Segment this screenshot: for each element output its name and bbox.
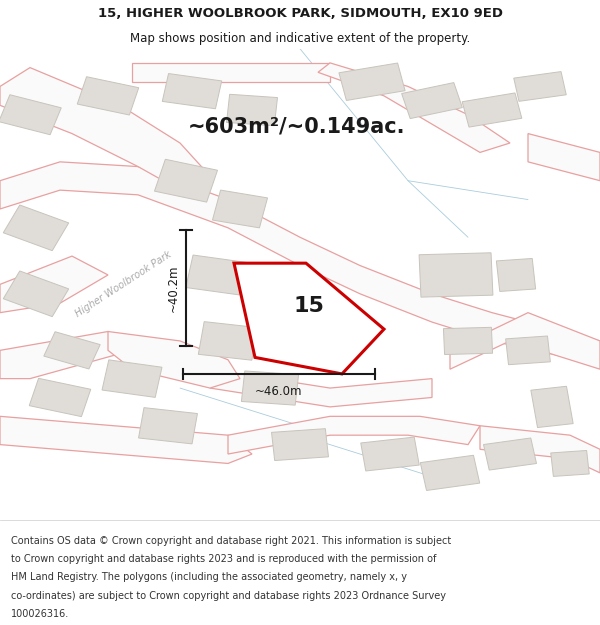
Polygon shape: [531, 386, 573, 428]
Polygon shape: [551, 451, 589, 476]
Polygon shape: [514, 72, 566, 101]
Polygon shape: [212, 190, 268, 228]
Text: 15, HIGHER WOOLBROOK PARK, SIDMOUTH, EX10 9ED: 15, HIGHER WOOLBROOK PARK, SIDMOUTH, EX1…: [97, 7, 503, 20]
Text: 15: 15: [293, 296, 325, 316]
Polygon shape: [162, 74, 222, 109]
Polygon shape: [401, 82, 463, 119]
Polygon shape: [29, 378, 91, 417]
Polygon shape: [228, 416, 480, 454]
Polygon shape: [462, 93, 522, 127]
Polygon shape: [0, 95, 61, 135]
Polygon shape: [528, 134, 600, 181]
Polygon shape: [484, 438, 536, 470]
Polygon shape: [44, 332, 100, 369]
Text: 100026316.: 100026316.: [11, 609, 69, 619]
Polygon shape: [77, 77, 139, 115]
Polygon shape: [3, 271, 69, 317]
Polygon shape: [450, 312, 600, 369]
Polygon shape: [154, 159, 218, 202]
Polygon shape: [139, 408, 197, 444]
Text: Map shows position and indicative extent of the property.: Map shows position and indicative extent…: [130, 31, 470, 44]
Polygon shape: [0, 416, 252, 464]
Polygon shape: [496, 259, 536, 291]
Polygon shape: [234, 263, 384, 374]
Polygon shape: [0, 68, 210, 190]
Text: ~603m²/~0.149ac.: ~603m²/~0.149ac.: [188, 116, 406, 136]
Text: ~40.2m: ~40.2m: [166, 264, 179, 312]
Polygon shape: [186, 255, 246, 295]
Polygon shape: [0, 162, 600, 364]
Polygon shape: [361, 437, 419, 471]
Polygon shape: [480, 426, 600, 473]
Polygon shape: [339, 63, 405, 101]
Polygon shape: [227, 94, 277, 126]
Polygon shape: [132, 63, 330, 82]
Polygon shape: [419, 253, 493, 297]
Polygon shape: [241, 371, 299, 405]
Polygon shape: [210, 369, 432, 407]
Text: ~46.0m: ~46.0m: [255, 386, 303, 398]
Text: co-ordinates) are subject to Crown copyright and database rights 2023 Ordnance S: co-ordinates) are subject to Crown copyr…: [11, 591, 446, 601]
Text: Contains OS data © Crown copyright and database right 2021. This information is : Contains OS data © Crown copyright and d…: [11, 536, 451, 546]
Polygon shape: [443, 328, 493, 354]
Polygon shape: [268, 312, 332, 351]
Polygon shape: [199, 322, 257, 360]
Polygon shape: [102, 360, 162, 398]
Text: Higher Woolbrook Park: Higher Woolbrook Park: [73, 249, 173, 319]
Polygon shape: [0, 331, 132, 379]
Polygon shape: [108, 331, 240, 388]
Polygon shape: [318, 63, 510, 152]
Polygon shape: [272, 429, 328, 461]
Polygon shape: [506, 336, 550, 365]
Polygon shape: [3, 205, 69, 251]
Polygon shape: [420, 455, 480, 491]
Polygon shape: [0, 256, 108, 312]
Text: to Crown copyright and database rights 2023 and is reproduced with the permissio: to Crown copyright and database rights 2…: [11, 554, 436, 564]
Text: HM Land Registry. The polygons (including the associated geometry, namely x, y: HM Land Registry. The polygons (includin…: [11, 572, 407, 582]
